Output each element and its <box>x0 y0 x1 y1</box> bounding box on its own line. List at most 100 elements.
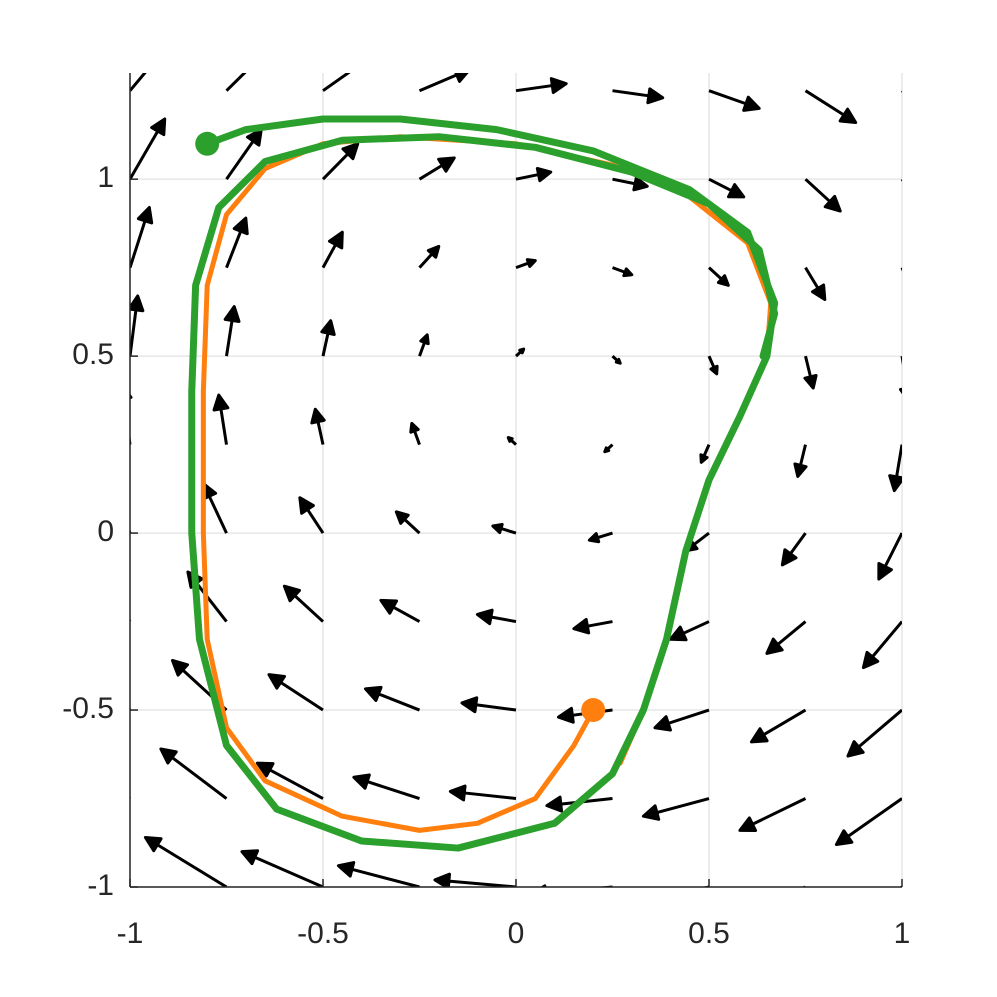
vector-arrow <box>225 128 263 181</box>
vector-arrow <box>418 333 430 357</box>
vector-arrow <box>130 618 132 622</box>
vector-arrow <box>515 258 537 270</box>
vector-arrow <box>765 620 807 655</box>
vector-arrow <box>363 685 421 712</box>
vector-arrow <box>545 795 613 813</box>
x-tick-label: 1 <box>894 917 911 950</box>
vector-arrow <box>298 496 325 534</box>
vector-field <box>130 73 902 887</box>
vector-arrow <box>515 166 553 183</box>
vector-arrow <box>352 773 420 800</box>
vector-arrow <box>801 885 806 887</box>
x-tick-label: -1 <box>117 917 144 950</box>
vector-arrow <box>749 708 807 744</box>
vector-arrow <box>130 205 154 269</box>
vector-arrow <box>804 89 858 125</box>
vector-arrow <box>460 696 517 714</box>
vector-arrow <box>900 267 902 272</box>
vector-arrow <box>394 510 421 535</box>
vector-arrow <box>418 156 456 181</box>
start-marker <box>581 698 606 723</box>
vector-arrow <box>668 620 710 642</box>
vector-arrow <box>409 421 421 446</box>
vector-arrow <box>515 77 568 95</box>
vector-arrow <box>611 355 622 365</box>
vector-arrow <box>603 443 614 454</box>
vector-arrow <box>320 319 336 357</box>
vector-arrow <box>611 266 634 278</box>
vector-arrow <box>448 784 517 802</box>
vector-arrow <box>336 861 420 887</box>
vector-arrow <box>255 761 324 800</box>
axes: -1 -0.5 0 0.5 1 -1 -0.5 0 0.5 1 <box>62 73 910 950</box>
x-tick-label: -0.5 <box>297 917 349 950</box>
vector-arrow <box>804 266 827 302</box>
y-tick-label: 1 <box>97 161 114 194</box>
vector-arrow <box>587 531 613 544</box>
vector-arrow <box>130 73 147 92</box>
vector-arrow <box>803 355 818 390</box>
x-tick-label: 0.5 <box>688 917 730 950</box>
vector-arrow <box>282 584 325 623</box>
vector-arrow <box>310 407 326 445</box>
vector-arrow <box>572 617 613 635</box>
vector-arrow <box>143 835 228 887</box>
trajectories <box>188 115 779 852</box>
vector-arrow <box>612 87 665 105</box>
vector-arrow <box>491 522 517 535</box>
vector-arrow <box>212 393 230 445</box>
vector-arrow <box>641 797 710 821</box>
vector-arrow <box>653 708 710 732</box>
vector-arrow <box>707 266 730 287</box>
vector-arrow <box>804 178 842 213</box>
vector-arrow <box>701 885 709 887</box>
y-tick-label: -1 <box>87 869 114 902</box>
vector-arrow <box>418 244 441 269</box>
vector-arrow <box>900 179 902 182</box>
vector-arrow <box>225 73 247 92</box>
vector-arrow <box>540 884 613 887</box>
vector-arrow <box>612 176 649 192</box>
vector-arrow <box>708 177 746 199</box>
vector-arrow <box>130 117 167 180</box>
start-marker <box>195 131 220 156</box>
vector-arrow <box>846 708 902 758</box>
vector-arrow <box>321 142 360 181</box>
vector-arrow <box>240 849 324 887</box>
y-tick-label: 0.5 <box>72 338 114 371</box>
vector-arrow <box>888 444 902 493</box>
vector-arrow <box>900 90 902 93</box>
vector-arrow <box>379 598 421 623</box>
vector-arrow <box>321 230 344 269</box>
vector-arrow <box>418 73 469 93</box>
vector-arrow <box>699 444 711 464</box>
vector-arrow <box>322 73 351 92</box>
vector-arrow <box>223 305 241 357</box>
y-tick-label: 0 <box>97 515 114 548</box>
vector-arrow <box>159 747 228 800</box>
vector-arrow <box>433 872 517 887</box>
vector-arrow <box>130 393 133 445</box>
y-tick-label: -0.5 <box>62 692 114 725</box>
vector-arrow <box>707 355 719 376</box>
vector-arrow <box>877 532 902 581</box>
vector-arrow <box>780 532 807 567</box>
vector-arrow <box>267 673 324 712</box>
vector-arrow <box>861 620 902 670</box>
vector-arrow <box>514 347 526 358</box>
vector-arrow <box>130 796 132 799</box>
vector-arrow <box>738 797 807 833</box>
vector-arrow <box>708 89 761 112</box>
trajectory <box>188 115 779 852</box>
vector-arrow <box>201 482 228 534</box>
vector-arrow <box>506 436 518 446</box>
vector-arrow <box>793 444 808 478</box>
vector-arrow <box>130 294 145 357</box>
vector-arrow <box>225 216 249 269</box>
x-tick-label: 0 <box>508 917 525 950</box>
vector-arrow <box>475 608 517 626</box>
vector-arrow <box>898 885 902 887</box>
trajectory <box>200 134 774 833</box>
vector-arrow <box>834 797 902 847</box>
